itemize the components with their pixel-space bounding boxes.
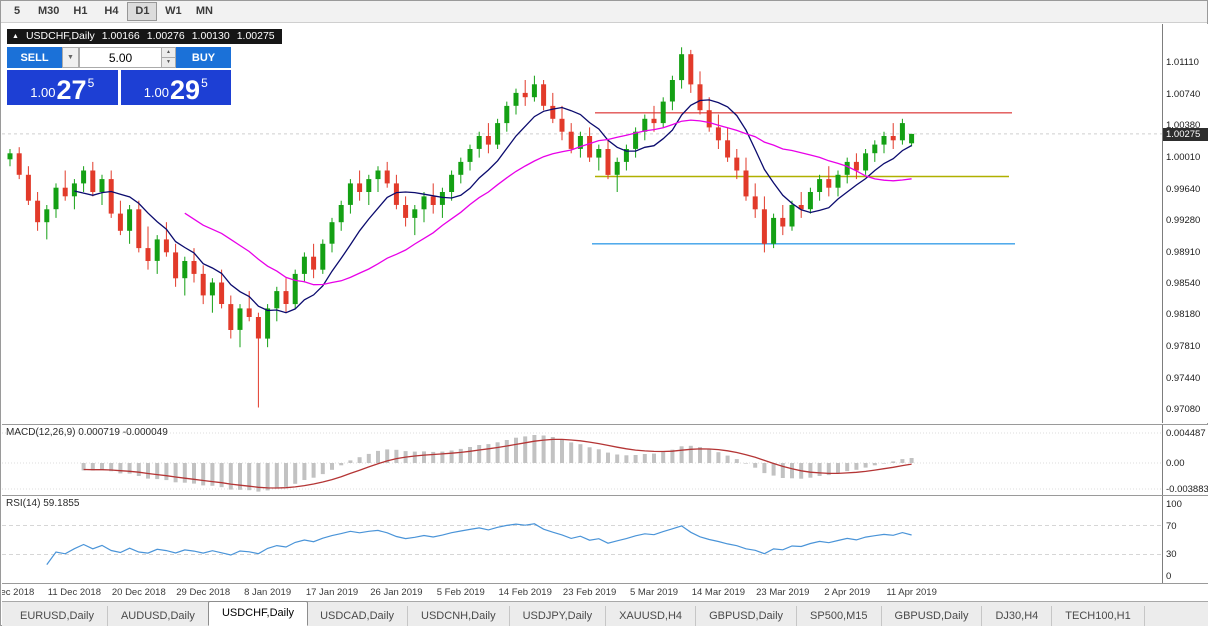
macd-axis-label: 0.00	[1166, 458, 1185, 469]
ask-price-big: 29	[170, 75, 201, 105]
bid-price-sup: 5	[87, 76, 95, 90]
volume-down-button[interactable]: ▼	[162, 57, 175, 67]
axis-separator	[1162, 425, 1163, 495]
price-axis-label: 1.01110	[1166, 56, 1199, 68]
timeframe-button-m30[interactable]: M30	[38, 5, 60, 17]
date-axis-label: 23 Mar 2019	[756, 587, 810, 598]
macd-axis: 0.004487 0.00 -0.003883	[1165, 425, 1208, 495]
rsi-axis-label: 100	[1166, 499, 1182, 510]
ask-price-box[interactable]: 1.00 29 5	[120, 70, 231, 105]
current-price-tag: 1.00275	[1163, 127, 1208, 141]
date-axis-label: 11 Dec 2018	[47, 587, 101, 598]
rsi-axis-label: 70	[1166, 520, 1177, 532]
price-axis-label: 0.99280	[1166, 214, 1201, 226]
price-axis: 1.01110 1.00740 1.00380 1.00010 0.99640 0.992…	[1165, 24, 1208, 423]
volume-dropdown-icon[interactable]: ▼	[62, 47, 79, 68]
bid-price-box[interactable]: 1.00 27 5	[7, 70, 118, 105]
price-axis-label: 0.97440	[1166, 373, 1201, 385]
tab-usdcnh-daily[interactable]: USDCNH,Daily	[408, 606, 510, 626]
date-axis-label: 17 Jan 2019	[305, 587, 359, 598]
date-axis-label: 23 Feb 2019	[562, 587, 617, 598]
axis-separator	[1162, 496, 1163, 583]
price-axis-label: 0.99640	[1166, 183, 1201, 195]
date-axis-label: 26 Jan 2019	[370, 587, 423, 598]
price-axis-label: 0.97810	[1166, 341, 1201, 353]
price-axis-label: 1.00010	[1166, 151, 1201, 163]
tab-tech100-h1[interactable]: TECH100,H1	[1052, 606, 1145, 626]
price-axis-label: 0.98180	[1166, 309, 1201, 321]
rsi-label: RSI(14) 59.1855	[6, 498, 80, 509]
price-axis-label: 1.00740	[1166, 88, 1201, 100]
tab-gbpusd-daily-9[interactable]: GBPUSD,Daily	[882, 606, 983, 626]
chart-symbol-label: USDCHF,Daily	[25, 30, 95, 42]
one-click-trading-panel: SELL ▼ ▲ ▼ BUY 1.00 27 5 1.0	[7, 47, 231, 105]
tab-usdcad-daily[interactable]: USDCAD,Daily	[307, 606, 409, 626]
date-axis-label: 8 Jan 2019	[244, 587, 292, 598]
date-axis-label: 11 Apr 2019	[886, 587, 937, 598]
ask-price-sup: 5	[201, 76, 208, 90]
chart-low-value: 1.00130	[191, 30, 230, 42]
timeframe-button-h1[interactable]: H1	[73, 5, 88, 17]
tab-xauusd-h4[interactable]: XAUUSD,H4	[606, 606, 697, 626]
tab-sp500-m15[interactable]: SP500,M15	[797, 606, 882, 626]
chart-open-value: 1.00166	[101, 30, 140, 42]
ask-price-prefix: 1.00	[143, 85, 170, 100]
timeframe-button-5[interactable]: 5	[13, 5, 21, 17]
macd-axis-label: -0.003883	[1166, 483, 1208, 495]
timeframe-button-d1[interactable]: D1	[127, 2, 158, 21]
macd-chart[interactable]	[2, 425, 1162, 495]
tab-eurusd-daily[interactable]: EURUSD,Daily	[7, 606, 108, 626]
price-axis-label: 0.98910	[1166, 246, 1201, 258]
rsi-axis-label: 30	[1166, 549, 1177, 561]
chart-title: ▲ USDCHF,Daily 1.00166 1.00276 1.00130 1…	[7, 29, 282, 44]
rsi-chart[interactable]	[2, 496, 1162, 583]
date-axis-label: 14 Mar 2019	[691, 587, 746, 598]
chart-title-arrow-icon: ▲	[12, 32, 19, 40]
tab-audusd-daily[interactable]: AUDUSD,Daily	[108, 606, 209, 626]
tab-usdchf-daily[interactable]: USDCHF,Daily	[207, 601, 309, 626]
price-axis-label: 0.98540	[1166, 278, 1201, 290]
date-axis-label: 20 Dec 2018	[111, 587, 166, 598]
bid-price-big: 27	[56, 75, 87, 105]
chart-tabs: EURUSD,Daily AUDUSD,Daily USDCHF,Daily USDC…	[2, 601, 1208, 626]
volume-input[interactable]	[80, 48, 161, 67]
price-axis-label: 1.00380	[1166, 119, 1201, 131]
chart-high-value: 1.00276	[146, 30, 185, 42]
timeframe-button-mn[interactable]: MN	[195, 5, 213, 17]
sell-button[interactable]: SELL	[7, 47, 62, 68]
tab-usdjpy-daily[interactable]: USDJPY,Daily	[510, 606, 607, 626]
date-axis-label: 1 Dec 2018	[2, 587, 35, 598]
volume-up-button[interactable]: ▲	[162, 48, 175, 57]
buy-button[interactable]: BUY	[176, 47, 231, 68]
date-axis-label: 5 Mar 2019	[629, 587, 679, 598]
bid-price-prefix: 1.00	[30, 85, 56, 100]
date-axis: 1 Dec 2018 11 Dec 2018 20 Dec 2018 29 Dec 2…	[2, 583, 1208, 601]
rsi-axis: 100 70 30 0	[1165, 496, 1208, 583]
macd-panel: 0.004487 0.00 -0.003883 MACD(12,26,9) 0.00…	[2, 424, 1208, 495]
tab-gbpusd-daily[interactable]: GBPUSD,Daily	[696, 606, 798, 626]
price-axis-label: 0.97080	[1166, 404, 1201, 416]
timeframe-button-h4[interactable]: H4	[104, 5, 119, 17]
timeframe-button-w1[interactable]: W1	[165, 5, 182, 17]
macd-label: MACD(12,26,9) 0.000719 -0.000049	[6, 427, 168, 438]
main-chart-panel: 1.01110 1.00740 1.00380 1.00010 0.99640 0.992…	[2, 24, 1208, 423]
candlestick-chart[interactable]	[2, 24, 1162, 423]
volume-spinner: ▲ ▼	[161, 48, 175, 67]
date-axis-label: 2 Apr 2019	[824, 587, 871, 598]
tab-dj30-h4[interactable]: DJ30,H4	[982, 606, 1053, 626]
macd-axis-label: 0.004487	[1166, 428, 1206, 439]
volume-field: ▲ ▼	[79, 47, 176, 68]
chart-close-value: 1.00275	[236, 30, 275, 42]
date-axis-label: 5 Feb 2019	[436, 587, 485, 598]
rsi-axis-label: 0	[1166, 571, 1172, 582]
date-axis-label: 14 Feb 2019	[498, 587, 552, 598]
timeframe-toolbar: 5 M30 H1 H4 D1 W1 MN	[1, 1, 1207, 23]
axis-separator	[1162, 24, 1163, 423]
rsi-panel: 100 70 30 0 RSI(14) 59.1855	[2, 495, 1208, 583]
date-axis-label: 29 Dec 2018	[176, 587, 231, 598]
